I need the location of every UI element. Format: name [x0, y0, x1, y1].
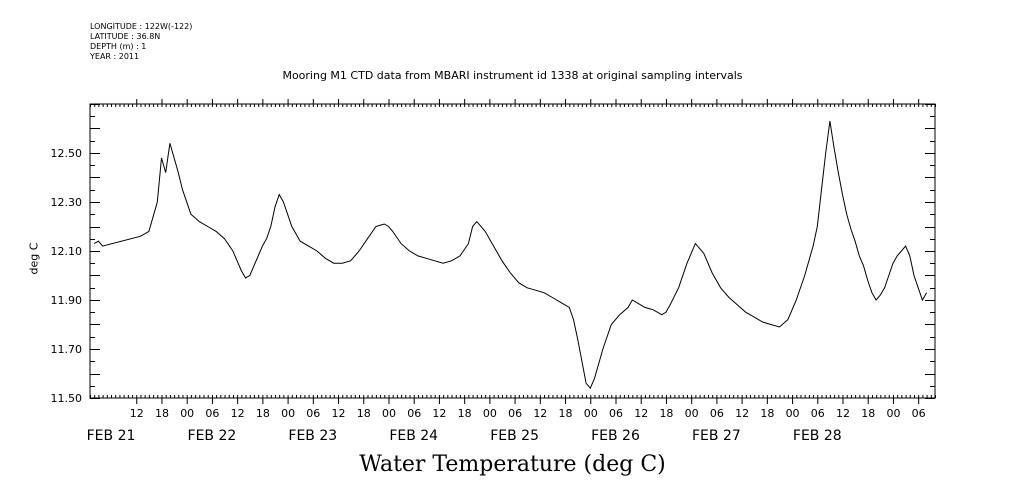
x-day-label: FEB 23: [288, 428, 337, 444]
x-hour-tick-label: 06: [205, 407, 219, 420]
x-hour-tick-label: 18: [256, 407, 270, 420]
x-hour-tick-label: 18: [760, 407, 774, 420]
x-hour-tick-label: 00: [483, 407, 497, 420]
axis-ticks: [90, 99, 936, 404]
x-hour-tick-label: 12: [735, 407, 749, 420]
x-hour-tick-label: 00: [382, 407, 396, 420]
y-tick-label: 11.70: [51, 343, 83, 356]
y-tick-label: 11.90: [51, 294, 83, 307]
x-hour-tick-label: 12: [332, 407, 346, 420]
depth-label: DEPTH (m) : 1: [90, 42, 147, 51]
station-metadata: LONGITUDE : 122W(-122) LATITUDE : 36.8N …: [90, 22, 192, 62]
x-hour-tick-label: 00: [786, 407, 800, 420]
year-label: YEAR : 2011: [90, 52, 140, 61]
x-day-label: FEB 26: [591, 428, 640, 444]
x-hour-tick-label: 12: [634, 407, 648, 420]
x-hour-tick-label: 18: [155, 407, 169, 420]
x-hour-tick-label: 06: [811, 407, 825, 420]
y-tick-label: 12.50: [51, 147, 83, 160]
x-hour-tick-label: 12: [836, 407, 850, 420]
x-hour-tick-label: 12: [432, 407, 446, 420]
x-day-label: FEB 28: [793, 428, 842, 444]
x-day-label: FEB 25: [490, 428, 539, 444]
x-axis-title: Water Temperature (deg C): [359, 452, 666, 477]
x-hour-tick-label: 06: [306, 407, 320, 420]
x-day-label: FEB 24: [389, 428, 438, 444]
x-hour-tick-label: 18: [357, 407, 371, 420]
x-hour-tick-label: 00: [281, 407, 295, 420]
x-hour-tick-label: 06: [609, 407, 623, 420]
temperature-series-line: [93, 121, 928, 390]
axis-tick-labels: 12 18 00 06 12 18 00 06 12 18 00 06 12 18 00 06 12 18 00 06…: [51, 147, 926, 444]
x-hour-tick-label: 12: [130, 407, 144, 420]
x-hour-tick-label: 12: [533, 407, 547, 420]
x-hour-tick-label: 18: [458, 407, 472, 420]
x-hour-tick-label: 00: [180, 407, 194, 420]
longitude-label: LONGITUDE : 122W(-122): [90, 22, 193, 31]
x-hour-tick-label: 06: [508, 407, 522, 420]
y-tick-label: 12.10: [51, 245, 83, 258]
chart-title: Mooring M1 CTD data from MBARI instrumen…: [282, 69, 743, 82]
x-hour-tick-label: 06: [912, 407, 926, 420]
x-day-label: FEB 22: [188, 428, 237, 444]
x-hour-tick-label: 06: [710, 407, 724, 420]
y-tick-label: 11.50: [51, 392, 83, 405]
x-hour-tick-label: 12: [231, 407, 245, 420]
x-hour-tick-label: 06: [407, 407, 421, 420]
y-tick-label: 12.30: [51, 196, 83, 209]
x-hour-tick-label: 00: [886, 407, 900, 420]
latitude-label: LATITUDE : 36.8N: [90, 32, 161, 41]
x-hour-tick-label: 00: [685, 407, 699, 420]
x-hour-tick-label: 18: [559, 407, 573, 420]
x-day-label: FEB 27: [692, 428, 741, 444]
plot-frame: [89, 103, 936, 399]
x-hour-tick-label: 18: [861, 407, 875, 420]
x-day-label: FEB 21: [87, 428, 136, 444]
x-hour-tick-label: 18: [659, 407, 673, 420]
x-hour-tick-label: 00: [584, 407, 598, 420]
